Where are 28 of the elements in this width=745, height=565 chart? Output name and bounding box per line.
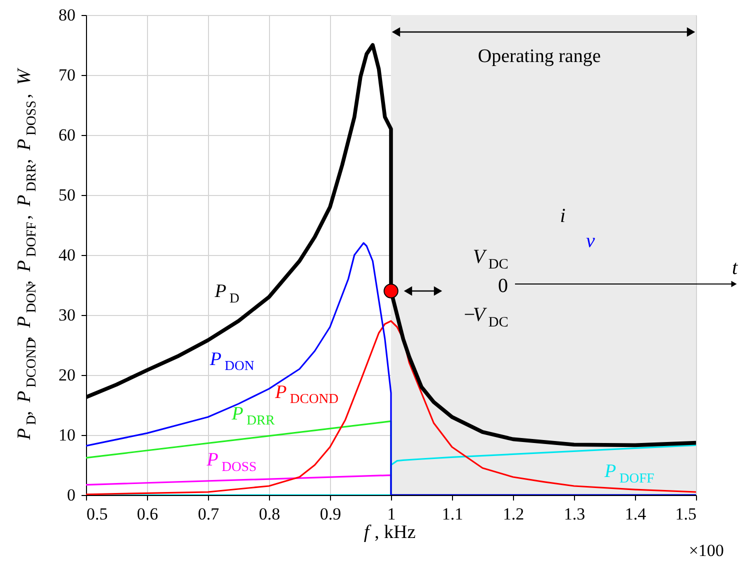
y-tick-label: 50 [58,186,76,204]
x-tick-label: 1.5 [675,504,696,524]
x-tick-label: 1.1 [442,504,464,524]
x-tick-label: 1.3 [564,504,586,524]
x-tick-label: 0.8 [258,504,280,524]
y-tick-label: 40 [58,246,76,264]
y-tick-label: 70 [58,66,76,84]
text: PD, PDCOND, PDON, PDOFF, PDRR, PDOSS, W [14,69,38,440]
band-label: Operating range [478,46,601,67]
text: ×100 [688,541,724,560]
y-tick-label: 30 [58,306,76,324]
text: t [732,257,738,279]
y-tick-label: 10 [58,426,76,444]
annotation: 0 [498,275,508,297]
x-tick-label: 1.4 [624,504,647,524]
y-tick-label: 0 [67,486,76,504]
x-tick-label: 1 [387,504,396,524]
x-tick-label: 0.9 [320,504,342,524]
y-tick-label: 60 [58,126,76,144]
x-tick-label: 0.5 [86,504,108,524]
x-tick-label: 1.2 [502,504,524,524]
annotation: i [560,205,566,227]
x-tick-label: 0.7 [198,504,220,524]
annotation: v [586,230,595,252]
x-tick-label: 0.6 [136,504,158,524]
y-tick-label: 80 [58,6,76,24]
y-tick-label: 20 [58,366,76,384]
x-axis-title: f, kHz [364,522,416,543]
